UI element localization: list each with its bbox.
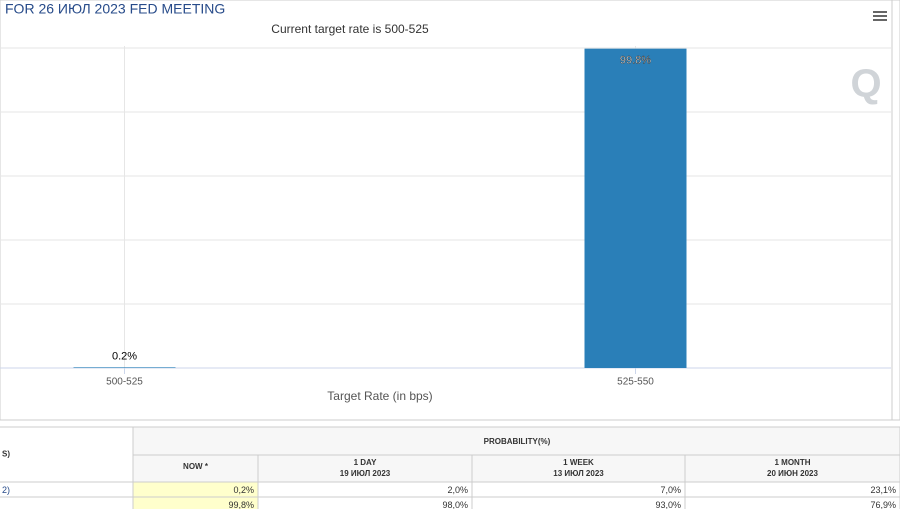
column-header: 1 MONTH [775,458,811,467]
table-cell [684,481,900,498]
data-label: 99.8% [620,55,651,67]
bar [73,367,176,368]
table-value: 23,1% [870,485,896,495]
column-date: 19 ИЮЛ 2023 [340,469,391,478]
data-label: 0.2% [112,350,137,362]
column-header: 1 WEEK [563,458,594,467]
bar [584,48,687,368]
chart-frame [0,0,900,421]
menu-bar[interactable] [873,19,887,21]
column-date: 13 ИЮЛ 2023 [553,469,604,478]
table-group-header: PROBABILITY(%) [484,437,551,446]
table-cell [257,481,473,498]
table-cell [684,496,900,509]
logo: Q [850,62,881,106]
table-cell [0,496,134,509]
menu-bar[interactable] [873,11,887,13]
table-cell [0,481,134,498]
table-value: 0,2% [233,485,254,495]
row-label: 2) [2,485,10,495]
table-cell [684,454,900,483]
table-value: 2,0% [447,485,468,495]
chart-title: FOR 26 ИЮЛ 2023 FED MEETING [5,1,225,17]
menu-bar[interactable] [873,15,887,17]
table-cell [471,496,686,509]
table-corner: S) [2,450,10,459]
column-header: NOW * [183,462,209,471]
table-value: 98,0% [442,500,468,509]
x-axis-title: Target Rate (in bps) [327,389,432,403]
table-cell [257,454,473,483]
table-value: 76,9% [870,500,896,509]
table-value: 7,0% [660,485,681,495]
x-tick-label: 500-525 [106,377,143,388]
column-date: 20 ИЮН 2023 [767,469,818,478]
table-cell [471,481,686,498]
table-value: 93,0% [655,500,681,509]
table-cell [0,426,134,483]
table-cell [257,496,473,509]
chart-subtitle: Current target rate is 500-525 [271,22,429,36]
table-value: 99,8% [228,500,254,509]
table-cell [471,454,686,483]
table-cell [132,426,900,456]
menu-button[interactable] [873,11,887,21]
x-tick-label: 525-550 [617,377,654,388]
column-header: 1 DAY [354,458,377,467]
